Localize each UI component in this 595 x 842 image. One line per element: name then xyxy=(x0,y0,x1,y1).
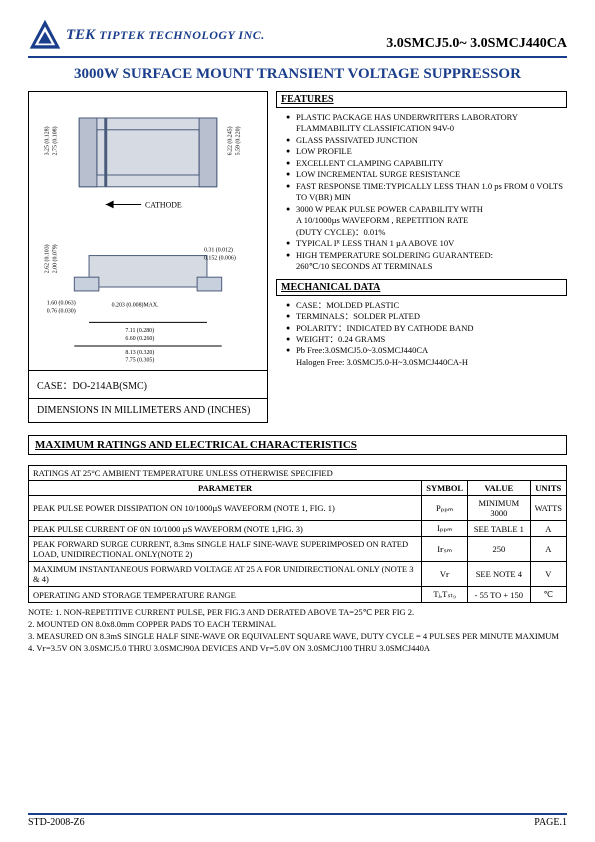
ratings-column-header: SYMBOL xyxy=(422,481,468,496)
mechanical-item: TERMINALS：SOLDER PLATED xyxy=(286,311,563,322)
logo-icon xyxy=(28,18,62,52)
ratings-column-header: VALUE xyxy=(468,481,530,496)
svg-text:3.25 (0.128): 3.25 (0.128) xyxy=(44,126,51,155)
features-header: FEATURES xyxy=(276,91,567,108)
ratings-cell: A xyxy=(530,521,566,537)
svg-text:0.31 (0.012): 0.31 (0.012) xyxy=(204,247,233,254)
note-line: 2. MOUNTED ON 8.0x8.0mm COPPER PADS TO E… xyxy=(28,619,567,631)
ratings-table: RATINGS AT 25°C AMBIENT TEMPERATURE UNLE… xyxy=(28,465,567,603)
features-item: FAST RESPONSE TIME:TYPICALLY LESS THAN 1… xyxy=(286,181,563,204)
svg-text:2.75 (0.108): 2.75 (0.108) xyxy=(52,126,59,155)
page-header: TEK TIPTEK TECHNOLOGY INC. 3.0SMCJ5.0~ 3… xyxy=(28,18,567,58)
max-ratings-header: MAXIMUM RATINGS AND ELECTRICAL CHARACTER… xyxy=(28,435,567,455)
mechanical-item: Pb Free:3.0SMCJ5.0~3.0SMCJ440CA xyxy=(286,345,563,356)
mechanical-item: CASE：MOLDED PLASTIC xyxy=(286,300,563,311)
notes-block: NOTE: 1. NON-REPETITIVE CURRENT PULSE, P… xyxy=(28,607,567,655)
features-item: LOW INCREMENTAL SURGE RESISTANCE xyxy=(286,169,563,180)
logo-text: TEK xyxy=(66,27,95,44)
page-footer: STD-2008-Z6 PAGE.1 xyxy=(28,813,567,828)
ratings-cell: Pₚₚₘ xyxy=(422,496,468,521)
svg-text:0.76 (0.030): 0.76 (0.030) xyxy=(47,308,76,315)
ratings-cell: Tⱼ,Tₛₜ₉ xyxy=(422,587,468,603)
ratings-column-header: UNITS xyxy=(530,481,566,496)
mechanical-item: POLARITY：INDICATED BY CATHODE BAND xyxy=(286,323,563,334)
features-item: GLASS PASSIVATED JUNCTION xyxy=(286,135,563,146)
ratings-cell: SEE TABLE 1 xyxy=(468,521,530,537)
package-outline-drawing: CATHODE 3.25 (0.128) 2.75 (0.108) 6.22 (… xyxy=(28,91,268,371)
footer-page: PAGE.1 xyxy=(534,817,567,828)
mechanical-item: Halogen Free: 3.0SMCJ5.0-H~3.0SMCJ440CA-… xyxy=(286,357,563,368)
features-item: TYPICAL Iᴿ LESS THAN 1 µA ABOVE 10V xyxy=(286,238,563,249)
ratings-column-header: PARAMETER xyxy=(29,481,422,496)
document-title: 3000W SURFACE MOUNT TRANSIENT VOLTAGE SU… xyxy=(28,66,567,83)
features-item: FLAMMABILITY CLASSIFICATION 94V-0 xyxy=(286,123,563,134)
svg-text:1.60 (0.063): 1.60 (0.063) xyxy=(47,300,76,307)
features-item: 3000 W PEAK PULSE POWER CAPABILITY WITH xyxy=(286,204,563,215)
note-line: 3. MEASURED ON 8.3mS SINGLE HALF SINE-WA… xyxy=(28,631,567,643)
svg-text:7.75 (0.305): 7.75 (0.305) xyxy=(125,357,154,364)
ratings-row: PEAK PULSE POWER DISSIPATION ON 10/1000µ… xyxy=(29,496,567,521)
svg-text:2.62 (0.103): 2.62 (0.103) xyxy=(44,244,51,273)
ratings-row: PEAK FORWARD SURGE CURRENT, 8.3ms SINGLE… xyxy=(29,537,567,562)
ratings-cell: V xyxy=(530,562,566,587)
footer-std: STD-2008-Z6 xyxy=(28,817,85,828)
svg-text:2.00 (0.079): 2.00 (0.079) xyxy=(52,244,59,273)
ratings-cell: Iғₛₘ xyxy=(422,537,468,562)
case-label: CASE：DO-214AB(SMC) xyxy=(28,371,268,399)
ratings-row: PEAK PULSE CURRENT OF 0N 10/1000 µS WAVE… xyxy=(29,521,567,537)
ratings-caption: RATINGS AT 25°C AMBIENT TEMPERATURE UNLE… xyxy=(29,466,567,481)
svg-text:6.60 (0.260): 6.60 (0.260) xyxy=(125,335,154,342)
svg-text:5.59 (0.220): 5.59 (0.220) xyxy=(234,126,241,155)
note-line: 4. Vғ=3.5V ON 3.0SMCJ5.0 THRU 3.0SMCJ90A… xyxy=(28,643,567,655)
ratings-cell: WATTS xyxy=(530,496,566,521)
features-item: A 10/1000µs WAVEFORM , REPETITION RATE xyxy=(286,215,563,226)
ratings-cell: ℃ xyxy=(530,587,566,603)
company-name: TIPTEK TECHNOLOGY INC. xyxy=(99,28,265,43)
features-item: LOW PROFILE xyxy=(286,146,563,157)
mechanical-item: WEIGHT：0.24 GRAMS xyxy=(286,334,563,345)
ratings-cell: A xyxy=(530,537,566,562)
svg-text:6.22 (0.245): 6.22 (0.245) xyxy=(227,126,234,155)
ratings-cell: PEAK PULSE POWER DISSIPATION ON 10/1000µ… xyxy=(29,496,422,521)
cathode-label: CATHODE xyxy=(145,200,182,209)
part-number-range: 3.0SMCJ5.0~ 3.0SMCJ440CA xyxy=(386,36,567,52)
dimensions-note: DIMENSIONS IN MILLIMETERS AND (INCHES) xyxy=(28,399,268,423)
ratings-cell: Iₚₚₘ xyxy=(422,521,468,537)
logo-block: TEK TIPTEK TECHNOLOGY INC. xyxy=(28,18,265,52)
ratings-cell: PEAK FORWARD SURGE CURRENT, 8.3ms SINGLE… xyxy=(29,537,422,562)
ratings-cell: - 55 TO + 150 xyxy=(468,587,530,603)
ratings-row: OPERATING AND STORAGE TEMPERATURE RANGET… xyxy=(29,587,567,603)
ratings-cell: OPERATING AND STORAGE TEMPERATURE RANGE xyxy=(29,587,422,603)
ratings-cell: SEE NOTE 4 xyxy=(468,562,530,587)
ratings-cell: Vғ xyxy=(422,562,468,587)
features-item: EXCELLENT CLAMPING CAPABILITY xyxy=(286,158,563,169)
features-list: PLASTIC PACKAGE HAS UNDERWRITERS LABORAT… xyxy=(276,110,567,279)
svg-text:8.13 (0.320): 8.13 (0.320) xyxy=(125,349,154,356)
ratings-cell: MAXIMUM INSTANTANEOUS FORWARD VOLTAGE AT… xyxy=(29,562,422,587)
mechanical-header: MECHANICAL DATA xyxy=(276,279,567,296)
svg-text:0.203 (0.008)MAX.: 0.203 (0.008)MAX. xyxy=(112,302,160,309)
ratings-cell: PEAK PULSE CURRENT OF 0N 10/1000 µS WAVE… xyxy=(29,521,422,537)
features-item: 260℃/10 SECONDS AT TERMINALS xyxy=(286,261,563,272)
svg-text:0.152 (0.006): 0.152 (0.006) xyxy=(204,254,236,261)
features-item: (DUTY CYCLE)：0.01% xyxy=(286,227,563,238)
note-line: NOTE: 1. NON-REPETITIVE CURRENT PULSE, P… xyxy=(28,607,567,619)
features-item: HIGH TEMPERATURE SOLDERING GUARANTEED: xyxy=(286,250,563,261)
mechanical-list: CASE：MOLDED PLASTICTERMINALS：SOLDER PLAT… xyxy=(276,298,567,375)
ratings-cell: 250 xyxy=(468,537,530,562)
svg-text:7.11 (0.280): 7.11 (0.280) xyxy=(125,327,154,334)
ratings-cell: MINIMUM 3000 xyxy=(468,496,530,521)
ratings-row: MAXIMUM INSTANTANEOUS FORWARD VOLTAGE AT… xyxy=(29,562,567,587)
features-item: PLASTIC PACKAGE HAS UNDERWRITERS LABORAT… xyxy=(286,112,563,123)
